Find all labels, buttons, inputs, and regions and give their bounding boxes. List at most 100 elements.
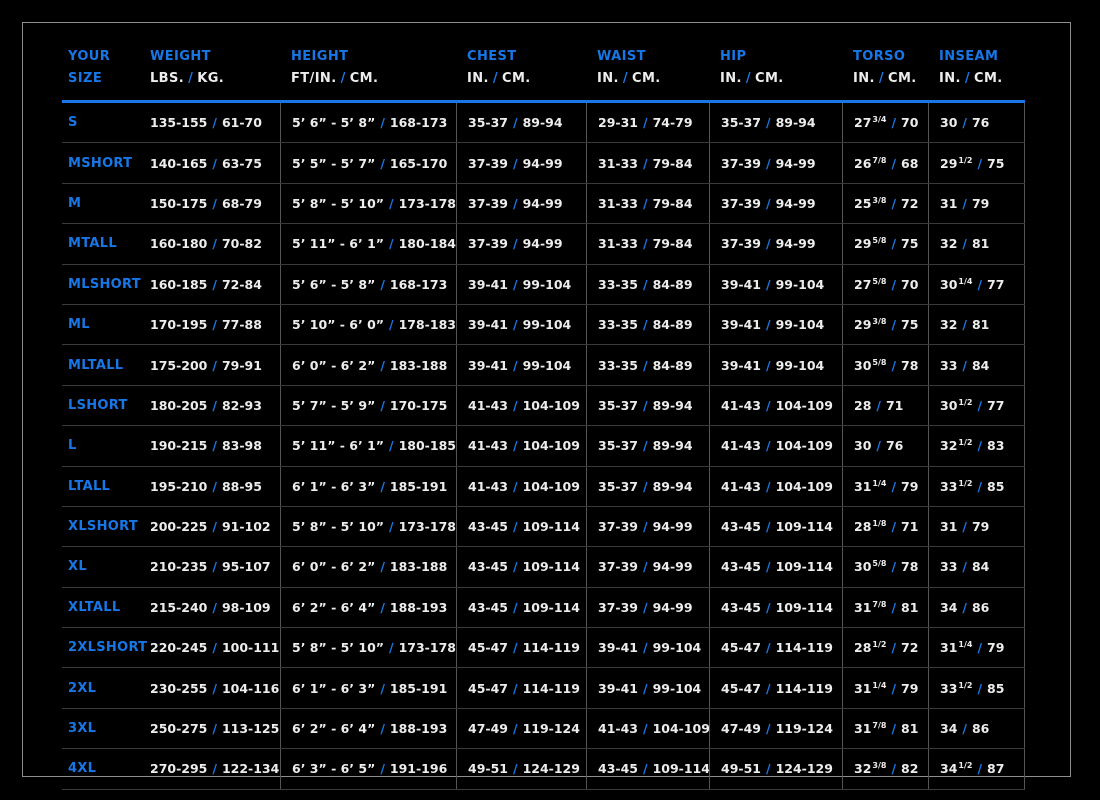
weight-metric-value: 72-84 [221,276,262,292]
height-cell: 5’ 5” - 5’ 7”/165-170 [280,143,456,183]
torso-cell: 317/8/81 [842,587,928,628]
header-cell-torso: TORSO IN. / CM. [842,46,928,90]
waist-metric-value: 94-99 [652,599,693,615]
waist-cell: 37-39/94-99 [586,506,709,547]
hip-us-value: 37-39 [721,236,761,252]
hip-cell: 37-39/94-99 [709,143,842,183]
height-us-value: 6’ 2” - 6’ 4” [292,599,376,615]
value-separator: / [891,761,897,777]
value-separator: / [765,721,771,737]
chest-us-value: 37-39 [468,155,508,171]
table-row: LTALL 195-210/88-95 6’ 1” - 6’ 3”/185-191 4… [62,466,1025,507]
size-cell: MLTALL [62,345,150,384]
value-separator: / [492,71,499,86]
weight-cell: 195-210/88-95 [150,467,280,506]
waist-metric-value: 109-114 [652,761,710,777]
waist-metric-value: 99-104 [652,640,702,656]
torso-metric-value: 81 [901,721,919,737]
torso-us-value: 305/8 [854,559,887,575]
height-metric-value: 178-183 [398,317,456,333]
value-separator: / [891,559,897,575]
value-separator: / [891,155,897,171]
waist-us-value: 31-33 [598,195,638,211]
waist-cell: 35-37/89-94 [586,426,709,466]
chest-cell: 37-39/94-99 [456,224,586,264]
hip-metric-value: 99-104 [775,276,825,292]
table-row: XLSHORT 200-225/91-102 5’ 8” - 5’ 10”/173-… [62,506,1025,548]
chest-metric-value: 104-109 [522,397,580,413]
chest-us-value: 41-43 [468,478,508,494]
value-separator: / [380,115,385,131]
weight-cell: 160-185/72-84 [150,265,280,304]
waist-metric-value: 94-99 [652,519,693,535]
torso-metric-value: 79 [901,478,919,494]
inseam-us-value: 33 [940,357,958,373]
chart-frame: YOUR SIZE WEIGHT LBS. / KG. HEIGHT FT/IN. /… [22,22,1071,790]
chest-metric-value: 94-99 [522,195,563,211]
chest-metric-value: 119-124 [522,721,580,737]
height-metric-value: 188-193 [389,599,448,615]
torso-cell: 273/4/70 [842,103,928,143]
torso-fraction: 5/8 [872,276,887,286]
torso-cell: 30/76 [842,426,928,466]
torso-fraction: 3/4 [872,115,887,125]
waist-metric-value: 84-89 [652,276,693,292]
value-separator: / [977,640,983,656]
inseam-us-value: 311/4 [940,640,973,656]
hip-us-value: 45-47 [721,640,761,656]
hip-metric-value: 109-114 [775,519,833,535]
waist-cell: 31-33/79-84 [586,224,709,264]
value-separator: / [891,721,897,737]
value-separator: / [512,599,518,615]
chest-cell: 35-37/89-94 [456,103,586,143]
chest-metric-value: 94-99 [522,236,563,252]
waist-us-value: 31-33 [598,236,638,252]
header-cell-height: HEIGHT FT/IN. / CM. [280,46,456,90]
value-separator: / [891,640,897,656]
value-separator: / [765,115,771,131]
size-cell: XL [62,547,150,586]
inseam-fraction: 1/2 [958,761,973,771]
hip-us-value: 39-41 [721,276,761,292]
waist-metric-value: 84-89 [652,317,693,333]
waist-cell: 35-37/89-94 [586,466,709,506]
weight-metric-value: 104-116 [221,680,280,696]
value-separator: / [642,559,648,575]
header-units-hip: IN. / CM. [720,68,842,90]
table-body: S 135-155/61-70 5’ 6” - 5’ 8”/168-173 35-37… [62,103,1025,790]
hip-metric-value: 124-129 [775,761,833,777]
hip-metric-value: 114-119 [775,640,833,656]
value-separator: / [642,438,648,454]
torso-fraction: 1/8 [872,519,887,529]
value-separator: / [765,519,771,535]
header-units-chest: IN. / CM. [467,68,586,90]
value-separator: / [380,559,385,575]
torso-cell: 281/8/71 [842,506,928,547]
waist-cell: 43-45/109-114 [586,749,710,789]
torso-fraction: 5/8 [872,559,887,569]
weight-cell: 170-195/77-88 [150,305,280,344]
chest-us-value: 45-47 [468,680,508,696]
torso-fraction: 3/8 [872,195,887,205]
waist-metric-value: 84-89 [652,357,693,373]
value-separator: / [380,155,385,171]
value-separator: / [876,438,881,454]
weight-cell: 160-180/70-82 [150,224,280,263]
inseam-metric-value: 87 [987,761,1005,777]
inseam-cell: 34/86 [928,708,1025,749]
size-label: 4XL [68,761,97,777]
value-separator: / [212,115,217,131]
weight-metric-value: 100-111 [221,640,280,656]
waist-us-value: 35-37 [598,478,638,494]
torso-cell: 28/71 [842,385,928,426]
torso-fraction: 1/2 [872,640,887,650]
hip-us-value: 43-45 [721,559,761,575]
height-us-value: 5’ 11” - 6’ 1” [292,236,385,252]
value-separator: / [765,438,771,454]
value-separator: / [389,438,394,454]
value-separator: / [891,195,897,211]
torso-cell: 305/8/78 [842,547,928,587]
value-separator: / [977,680,983,696]
value-separator: / [977,397,983,413]
weight-cell: 175-200/79-91 [150,345,280,384]
